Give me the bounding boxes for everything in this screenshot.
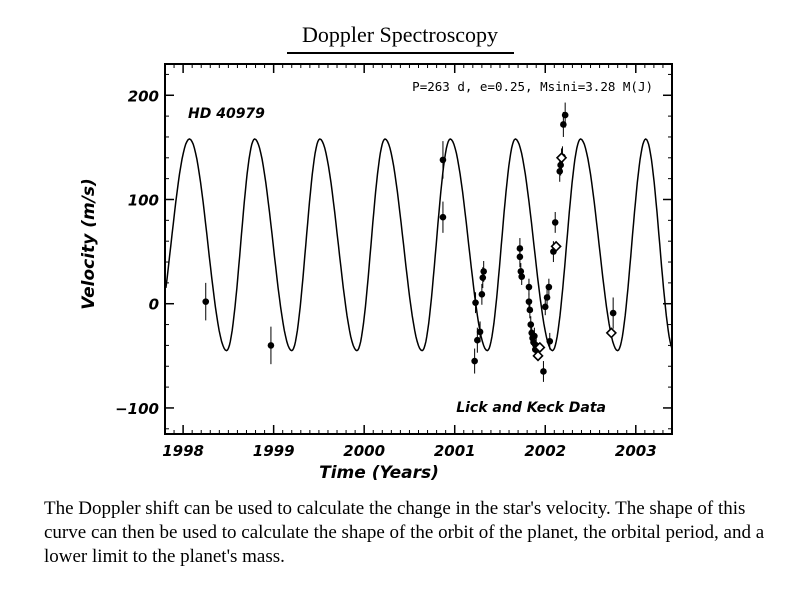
velocity-point: [472, 299, 479, 306]
orbit-fit-label: P=263 d, e=0.25, Msini=3.28 M(J): [412, 79, 653, 94]
velocity-point: [546, 337, 554, 345]
star-label: HD 40979: [188, 106, 265, 122]
y-tick-label: 200: [128, 87, 159, 105]
x-tick-labels: 1998 1999 2000 2001 2002 2003: [162, 442, 656, 460]
velocity-point: [479, 274, 487, 281]
velocity-point: [516, 253, 524, 261]
velocity-point: [267, 342, 275, 349]
velocity-point: [439, 156, 447, 164]
velocity-point: [556, 168, 564, 175]
velocity-point: [543, 294, 551, 301]
velocity-point: [480, 268, 487, 275]
data-source-label: Lick and Keck Data: [456, 400, 606, 416]
velocity-point: [478, 291, 486, 298]
x-axis-label: Time (Years): [319, 463, 439, 483]
velocity-point: [609, 309, 617, 317]
velocity-point: [471, 357, 478, 365]
velocity-point: [439, 213, 447, 221]
velocity-point: [474, 336, 481, 344]
velocity-point: [526, 306, 534, 314]
velocity-point-diamond: [555, 152, 568, 164]
velocity-point: [202, 298, 210, 305]
y-tick-label: −100: [115, 400, 159, 418]
velocity-point: [540, 368, 547, 375]
velocity-point: [551, 219, 559, 226]
radial-velocity-chart: −100 0 100 200 1998 1999 2000 2001 2002 2003 Vel…: [79, 63, 673, 483]
x-tick-label: 2002: [524, 442, 566, 460]
velocity-point: [525, 283, 533, 291]
axis-ticks: [164, 64, 673, 434]
y-axis-label: Velocity (m/s): [79, 178, 99, 310]
caption: The Doppler shift can be used to calcula…: [44, 498, 765, 567]
velocity-point: [561, 111, 569, 119]
velocity-point-diamond: [550, 240, 562, 253]
x-tick-label: 2000: [343, 442, 385, 460]
x-tick-label: 2003: [615, 442, 657, 460]
data-points: [202, 102, 617, 382]
model-velocity-curve: [165, 138, 673, 352]
velocity-point-diamond: [605, 327, 617, 339]
velocity-point-diamond: [532, 350, 544, 362]
y-tick-label: 0: [149, 296, 159, 314]
velocity-point-diamond: [534, 341, 546, 354]
y-tick-labels: −100 0 100 200: [115, 87, 159, 418]
velocity-point: [527, 321, 535, 328]
x-tick-label: 1998: [162, 442, 204, 460]
title-underline: [287, 52, 514, 54]
velocity-point: [517, 268, 525, 275]
x-tick-label: 2001: [434, 442, 476, 460]
y-tick-label: 100: [128, 191, 159, 209]
x-tick-label: 1999: [253, 442, 295, 460]
page-title: Doppler Spectroscopy: [301, 22, 499, 47]
velocity-point: [525, 298, 533, 305]
velocity-point: [545, 283, 553, 291]
velocity-point: [476, 328, 484, 336]
velocity-point: [518, 273, 526, 280]
